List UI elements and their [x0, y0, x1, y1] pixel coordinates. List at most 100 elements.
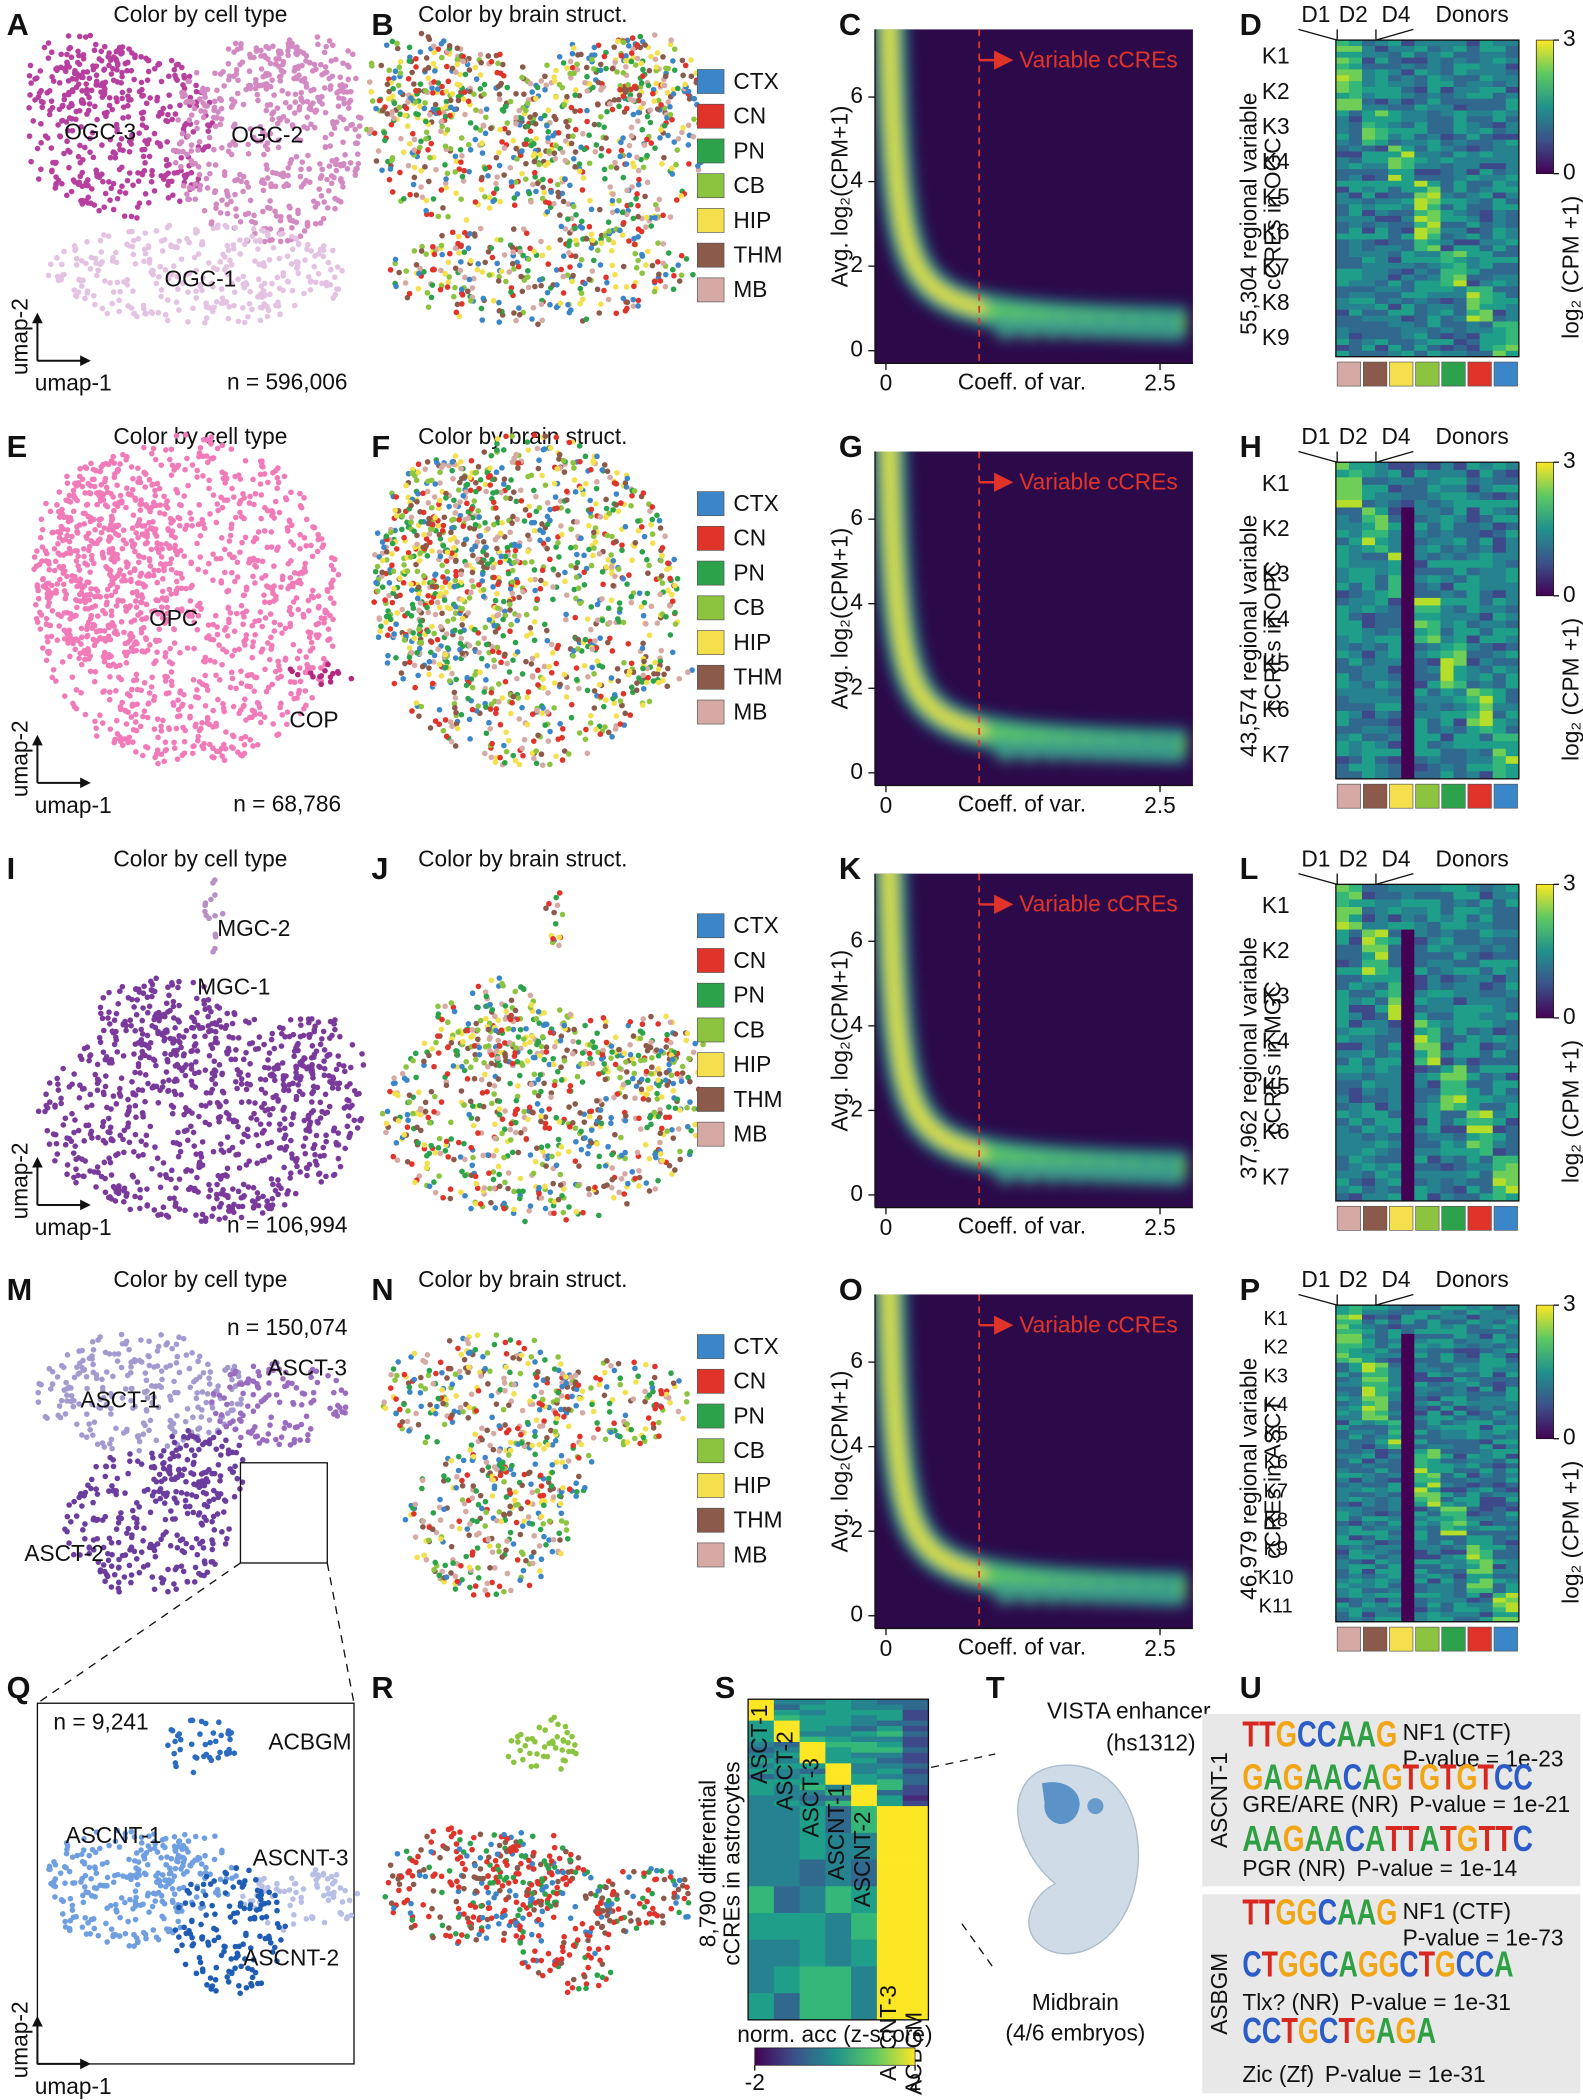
cell-dot — [97, 634, 103, 641]
heatmap-cell — [1492, 192, 1507, 199]
heatmap-cell — [1492, 286, 1507, 293]
heatmap-cell — [1479, 192, 1494, 199]
cell-dot — [142, 484, 149, 490]
cell-dot — [572, 149, 579, 155]
cell-dot — [325, 259, 332, 266]
heatmap-cell — [1453, 315, 1467, 322]
cell-dot — [255, 529, 262, 535]
cell-dot — [237, 237, 243, 243]
cell-dot — [80, 156, 86, 163]
cell-dot — [635, 118, 641, 124]
cell-dot — [644, 556, 650, 563]
cell-dot — [285, 165, 292, 171]
heatmap-cell — [1348, 327, 1363, 334]
cell-dot — [224, 210, 231, 217]
cell-dot — [648, 223, 655, 229]
cell-dot — [144, 539, 151, 546]
cell-dot — [51, 567, 58, 574]
cell-dot — [469, 578, 475, 584]
cell-dot — [427, 725, 434, 731]
cell-dot — [39, 526, 46, 533]
cell-dot — [572, 92, 578, 98]
cell-dot — [306, 166, 312, 172]
heatmap-cell — [1479, 262, 1494, 270]
heatmap-cell — [1362, 268, 1376, 276]
cell-dot — [96, 174, 103, 181]
heatmap-cell — [1440, 63, 1454, 70]
cell-dot — [555, 189, 561, 196]
cell-dot — [459, 301, 465, 307]
cell-dot — [616, 600, 623, 606]
cell-dot — [206, 721, 213, 728]
heatmap-cell — [1401, 233, 1415, 240]
cell-dot — [221, 169, 228, 175]
heatmap-cell — [1440, 75, 1454, 82]
cell-dot — [93, 72, 100, 79]
heatmap-cell — [1440, 245, 1454, 252]
heatmap-cell — [1453, 116, 1467, 123]
heatmap-cell — [1375, 157, 1389, 164]
cell-dot — [139, 170, 146, 177]
cell-dot — [565, 243, 572, 249]
cell-dot — [247, 85, 254, 92]
cell-dot — [635, 257, 641, 264]
cell-dot — [295, 259, 301, 266]
cell-dot — [413, 88, 419, 94]
heatmap-cell — [1427, 239, 1441, 246]
heatmap-cell — [1414, 104, 1428, 111]
cell-dot — [295, 207, 301, 214]
heatmap-cell — [1492, 45, 1507, 53]
structure-swatch — [1467, 361, 1492, 387]
cell-dot — [431, 251, 438, 258]
cell-dot — [324, 609, 330, 616]
cell-dot — [131, 567, 138, 574]
heatmap-cell — [1388, 257, 1402, 264]
cell-dot — [598, 301, 604, 307]
cell-dot — [430, 243, 436, 250]
cell-dot — [685, 88, 692, 95]
heatmap-cell — [1362, 86, 1376, 94]
heatmap-cell — [1401, 198, 1415, 205]
cell-dot — [107, 136, 114, 143]
cell-dot — [58, 276, 64, 283]
cell-dot — [508, 621, 514, 628]
cell-dot — [474, 266, 481, 273]
cell-dot — [240, 621, 246, 628]
heatmap-cell — [1414, 321, 1428, 328]
cell-dot — [391, 75, 397, 81]
heatmap-cell — [1505, 227, 1520, 234]
cell-dot — [578, 218, 585, 225]
heatmap-cell — [1401, 274, 1415, 281]
cell-dot — [280, 173, 287, 180]
cell-dot — [253, 238, 259, 244]
cell-dot — [231, 73, 237, 80]
cell-dot — [218, 580, 225, 586]
cell-dot — [81, 583, 88, 589]
cell-dot — [179, 701, 186, 708]
cell-dot — [163, 595, 170, 602]
cell-dot — [515, 263, 522, 270]
cell-dot — [670, 91, 677, 97]
cell-dot — [48, 633, 55, 640]
cell-dot — [173, 299, 180, 305]
cell-dot — [233, 213, 240, 219]
cell-dot — [610, 191, 616, 197]
heatmap-cell — [1453, 69, 1467, 76]
cell-dot — [368, 88, 375, 95]
heatmap-cell — [1440, 145, 1454, 152]
cell-dot — [259, 623, 266, 630]
cell-dot — [152, 492, 159, 499]
cell-dot — [267, 611, 274, 617]
heatmap-cell — [1375, 309, 1389, 317]
heatmap-cell — [1440, 303, 1454, 311]
cell-dot — [214, 501, 221, 507]
cell-dot — [389, 157, 395, 163]
cell-dot — [456, 516, 462, 523]
heatmap-cell — [1375, 81, 1389, 88]
heatmap-cell — [1348, 81, 1363, 88]
cell-dot — [486, 272, 493, 278]
cell-dot — [193, 295, 200, 301]
cell-dot — [62, 68, 69, 75]
cell-dot — [323, 69, 330, 76]
cell-dot — [177, 102, 183, 109]
